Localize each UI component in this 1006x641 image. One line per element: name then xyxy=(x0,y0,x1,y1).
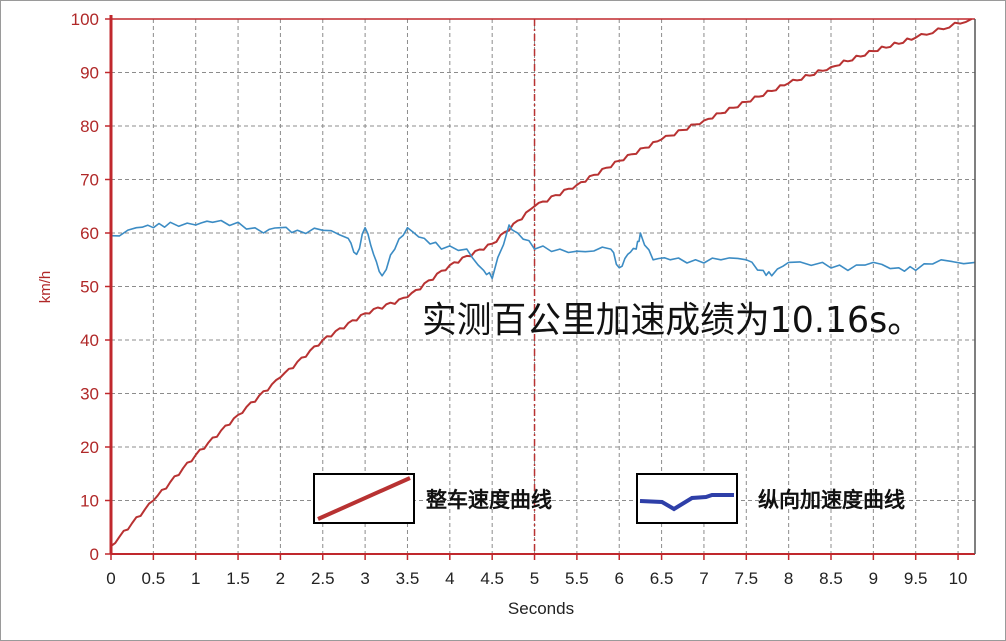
y-tick-label: 0 xyxy=(90,545,99,564)
y-tick-label: 50 xyxy=(80,278,99,297)
x-tick-label: 5 xyxy=(530,569,539,588)
x-tick-label: 7 xyxy=(699,569,708,588)
y-tick-label: 70 xyxy=(80,171,99,190)
x-tick-label: 1 xyxy=(191,569,200,588)
y-tick-label: 80 xyxy=(80,117,99,136)
x-axis-label: Seconds xyxy=(508,599,574,618)
x-tick-label: 8.5 xyxy=(819,569,843,588)
legend-accel-swatch-line xyxy=(639,493,734,512)
x-tick-label: 6 xyxy=(615,569,624,588)
y-tick-label: 90 xyxy=(80,64,99,83)
y-tick-label: 30 xyxy=(80,385,99,404)
legend-accel-swatch-box xyxy=(636,473,738,524)
tick-label-layer: 0 0.5 1 1.5 2 2.5 3 3.5 4 4.5 5 5.5 6 6.5 7 7.5 8 8.5 9 9.5… xyxy=(71,10,968,588)
y-tick-label: 60 xyxy=(80,224,99,243)
series-line-speed xyxy=(110,18,973,547)
legend-accel-label: 纵向加速度曲线 xyxy=(758,488,905,512)
series-line-accel xyxy=(110,219,976,280)
legend-speed: 整车速度曲线 xyxy=(313,473,552,524)
x-tick-label: 8 xyxy=(784,569,793,588)
legend-speed-label: 整车速度曲线 xyxy=(426,488,552,512)
axis-layer xyxy=(105,15,976,560)
x-tick-label: 7.5 xyxy=(734,569,758,588)
y-tick-label: 10 xyxy=(80,492,99,511)
y-tick-label: 40 xyxy=(80,331,99,350)
x-tick-label: 10 xyxy=(949,569,968,588)
x-tick-label: 5.5 xyxy=(565,569,589,588)
y-tick-label: 100 xyxy=(71,10,99,29)
x-tick-label: 4.5 xyxy=(480,569,504,588)
x-tick-label: 0 xyxy=(106,569,115,588)
grid-layer xyxy=(111,18,975,554)
x-tick-label: 9 xyxy=(869,569,878,588)
legend-accel: 纵向加速度曲线 xyxy=(636,473,905,524)
annotation-text: 实测百公里加速成绩为10.16s。 xyxy=(422,300,922,341)
y-tick-label: 20 xyxy=(80,438,99,457)
x-tick-label: 1.5 xyxy=(226,569,250,588)
x-tick-label: 3.5 xyxy=(396,569,420,588)
legend-speed-swatch-line xyxy=(317,476,411,521)
x-tick-label: 4 xyxy=(445,569,454,588)
series-layer xyxy=(110,18,976,547)
x-tick-label: 6.5 xyxy=(650,569,674,588)
x-tick-label: 3 xyxy=(360,569,369,588)
x-tick-label: 2 xyxy=(276,569,285,588)
x-tick-label: 0.5 xyxy=(142,569,166,588)
x-tick-label: 2.5 xyxy=(311,569,335,588)
y-axis-label: km/h xyxy=(37,271,54,304)
x-tick-label: 9.5 xyxy=(904,569,928,588)
